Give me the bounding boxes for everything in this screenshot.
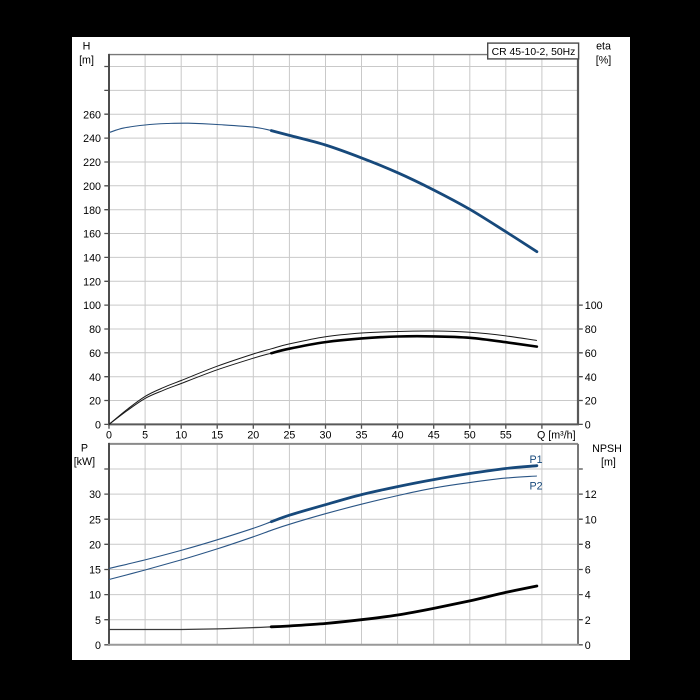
svg-text:0: 0 bbox=[95, 420, 101, 432]
svg-text:40: 40 bbox=[585, 372, 597, 384]
svg-text:5: 5 bbox=[142, 429, 148, 441]
svg-text:80: 80 bbox=[89, 324, 101, 336]
svg-text:30: 30 bbox=[320, 429, 332, 441]
svg-text:[%]: [%] bbox=[596, 54, 611, 66]
svg-text:0: 0 bbox=[585, 640, 591, 652]
svg-text:[kW]: [kW] bbox=[74, 456, 95, 468]
svg-text:240: 240 bbox=[83, 133, 101, 145]
svg-text:80: 80 bbox=[585, 324, 597, 336]
svg-text:P: P bbox=[81, 442, 88, 454]
svg-text:50: 50 bbox=[464, 429, 476, 441]
svg-text:120: 120 bbox=[83, 276, 101, 288]
svg-text:100: 100 bbox=[83, 300, 101, 312]
svg-text:20: 20 bbox=[247, 429, 259, 441]
svg-text:25: 25 bbox=[89, 514, 101, 526]
svg-text:40: 40 bbox=[89, 372, 101, 384]
svg-text:6: 6 bbox=[585, 565, 591, 577]
svg-text:20: 20 bbox=[585, 396, 597, 408]
svg-text:P2: P2 bbox=[529, 480, 542, 492]
svg-text:15: 15 bbox=[211, 429, 223, 441]
svg-text:[m]: [m] bbox=[601, 456, 616, 468]
svg-text:30: 30 bbox=[89, 489, 101, 501]
svg-text:60: 60 bbox=[89, 348, 101, 360]
svg-text:260: 260 bbox=[83, 109, 101, 121]
svg-text:4: 4 bbox=[585, 590, 591, 602]
svg-text:10: 10 bbox=[175, 429, 187, 441]
svg-text:H: H bbox=[83, 40, 91, 52]
svg-text:eta: eta bbox=[596, 40, 611, 52]
svg-text:20: 20 bbox=[89, 539, 101, 551]
svg-text:P1: P1 bbox=[529, 454, 542, 466]
svg-text:12: 12 bbox=[585, 489, 597, 501]
svg-text:5: 5 bbox=[95, 615, 101, 627]
svg-text:CR 45-10-2, 50Hz: CR 45-10-2, 50Hz bbox=[492, 47, 576, 58]
svg-text:35: 35 bbox=[356, 429, 368, 441]
svg-text:Q [m³/h]: Q [m³/h] bbox=[537, 429, 576, 441]
svg-text:2: 2 bbox=[585, 615, 591, 627]
svg-text:100: 100 bbox=[585, 300, 603, 312]
svg-text:0: 0 bbox=[585, 420, 591, 432]
svg-text:15: 15 bbox=[89, 565, 101, 577]
svg-text:10: 10 bbox=[89, 590, 101, 602]
svg-text:45: 45 bbox=[428, 429, 440, 441]
svg-text:0: 0 bbox=[106, 429, 112, 441]
svg-text:60: 60 bbox=[585, 348, 597, 360]
svg-text:0: 0 bbox=[95, 640, 101, 652]
svg-text:25: 25 bbox=[283, 429, 295, 441]
svg-text:NPSH: NPSH bbox=[592, 443, 622, 455]
svg-text:220: 220 bbox=[83, 157, 101, 169]
svg-text:180: 180 bbox=[83, 205, 101, 217]
svg-text:20: 20 bbox=[89, 396, 101, 408]
svg-text:[m]: [m] bbox=[79, 54, 94, 66]
svg-text:55: 55 bbox=[500, 429, 512, 441]
svg-text:200: 200 bbox=[83, 181, 101, 193]
svg-text:10: 10 bbox=[585, 514, 597, 526]
svg-text:40: 40 bbox=[392, 429, 404, 441]
svg-text:160: 160 bbox=[83, 229, 101, 241]
svg-text:140: 140 bbox=[83, 253, 101, 265]
svg-text:8: 8 bbox=[585, 539, 591, 551]
